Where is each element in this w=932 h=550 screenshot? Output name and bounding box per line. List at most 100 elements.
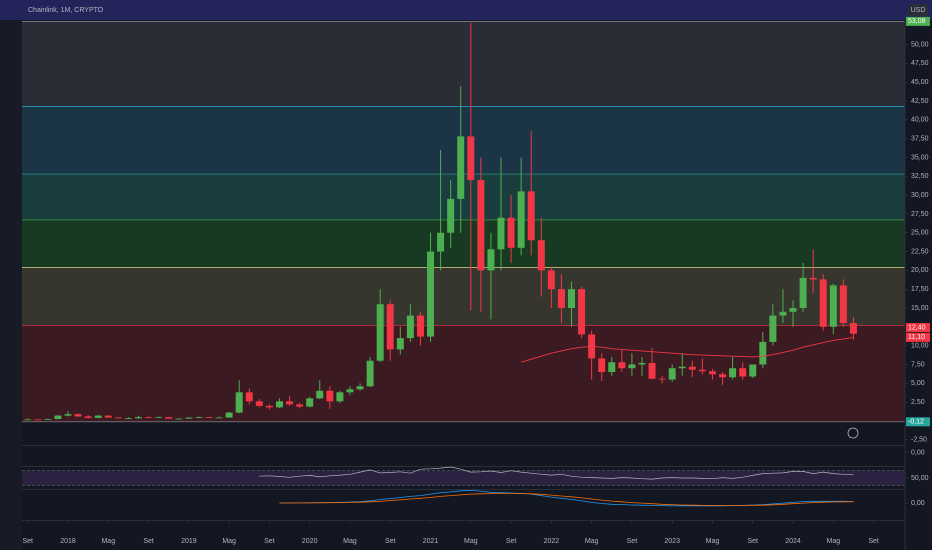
candle-body	[527, 191, 535, 241]
candle-body	[567, 289, 575, 309]
candle-body	[547, 270, 555, 290]
y-tick-label: 22,50	[911, 248, 929, 255]
candle-body	[487, 249, 495, 271]
x-tick-label: 2024	[785, 538, 801, 545]
candle-body	[346, 389, 354, 393]
candle-body	[648, 362, 656, 379]
y-tick-label: 0,00	[911, 500, 925, 507]
symbol-title: Chainlink, 1M, CRYPTO	[28, 7, 104, 14]
x-tick-label: Mag	[343, 538, 357, 545]
candle-body	[74, 414, 82, 417]
candle-body	[84, 416, 92, 418]
x-tick-label: Set	[264, 538, 275, 545]
candle-body	[427, 251, 435, 337]
candle-body	[819, 279, 827, 327]
currency-button[interactable]	[908, 4, 928, 16]
candle-body	[165, 417, 173, 419]
candle-body	[416, 315, 424, 337]
x-tick-label: Set	[22, 538, 33, 545]
rsi-line	[259, 466, 854, 480]
y-tick-label: 25,00	[911, 230, 929, 237]
candle-body	[849, 323, 857, 334]
plot-layer: 50,00 47,50 45,00 42,50 40,00 37,50 35,00 32,50…	[22, 16, 930, 545]
candle-body	[628, 364, 636, 369]
candle-body	[265, 405, 273, 408]
candle-body	[749, 364, 757, 377]
candle-body	[24, 419, 32, 421]
candle-body	[195, 417, 203, 418]
candle-body	[406, 315, 414, 339]
candle-body	[799, 277, 807, 309]
candle-body	[94, 415, 102, 418]
fib-zone	[22, 219, 905, 268]
y-tick-label: 50,00	[911, 41, 929, 48]
candle-body	[306, 398, 314, 407]
price-label: 53,08	[908, 18, 926, 25]
price-label-box	[906, 332, 930, 342]
y-tick-label: 47,50	[911, 60, 929, 67]
candle-body	[135, 417, 143, 419]
x-tick-label: Mag	[826, 538, 840, 545]
candle-body	[719, 374, 727, 378]
price-label-box	[906, 417, 930, 427]
candle-body	[104, 415, 112, 418]
candle-body	[376, 304, 384, 361]
x-tick-label: Mag	[464, 538, 478, 545]
price-label: 12,40	[908, 324, 926, 331]
candle-body	[608, 362, 616, 372]
candle-body	[729, 368, 737, 378]
candle-body	[789, 308, 797, 312]
fib-zone	[22, 267, 905, 326]
candle-body	[396, 338, 404, 350]
y-tick-label: 42,50	[911, 98, 929, 105]
price-label-box	[906, 323, 930, 333]
x-tick-label: 2018	[60, 538, 76, 545]
alert-icon[interactable]	[847, 427, 859, 439]
candle-body	[124, 418, 132, 420]
candle-body	[54, 415, 62, 420]
candle-body	[336, 392, 344, 402]
candle-body	[457, 136, 465, 199]
candle-body	[64, 414, 72, 416]
candle-body	[678, 366, 686, 369]
y-tick-label: 2,50	[911, 399, 925, 406]
x-tick-label: Set	[868, 538, 879, 545]
price-label: -0,12	[908, 419, 924, 426]
x-tick-label: Set	[143, 538, 154, 545]
y-tick-label: 20,00	[911, 267, 929, 274]
candle-body	[185, 417, 193, 419]
candle-body	[44, 419, 52, 420]
candle-body	[366, 360, 374, 387]
candle-body	[668, 368, 676, 380]
candle-body	[507, 217, 515, 248]
candle-body	[739, 368, 747, 377]
y-tick-label: 45,00	[911, 79, 929, 86]
candle-body	[114, 417, 122, 419]
y-tick-label: 35,00	[911, 154, 929, 161]
candle-body	[779, 311, 787, 316]
candle-body	[155, 417, 163, 418]
y-tick-label: 0,00	[911, 450, 925, 457]
candle-body	[537, 240, 545, 271]
x-tick-label: Set	[506, 538, 517, 545]
candle-body	[447, 198, 455, 233]
y-tick-label: 37,50	[911, 136, 929, 143]
candle-body	[638, 362, 646, 365]
candle-body	[467, 136, 475, 181]
top-bar	[0, 0, 932, 20]
x-tick-label: 2019	[181, 538, 197, 545]
currency[interactable]: USD	[911, 7, 926, 14]
candle-body	[275, 401, 283, 408]
moving-average	[520, 336, 854, 363]
y-tick-label: 30,00	[911, 192, 929, 199]
x-tick-label: 2020	[302, 538, 318, 545]
y-tick-label: 40,00	[911, 117, 929, 124]
candle-body	[688, 366, 696, 370]
rsi-band	[22, 470, 905, 486]
candle-body	[255, 401, 263, 406]
candle-body	[809, 277, 817, 280]
x-tick-label: Mag	[101, 538, 115, 545]
candle-body	[759, 341, 767, 365]
macd-line	[279, 493, 854, 507]
